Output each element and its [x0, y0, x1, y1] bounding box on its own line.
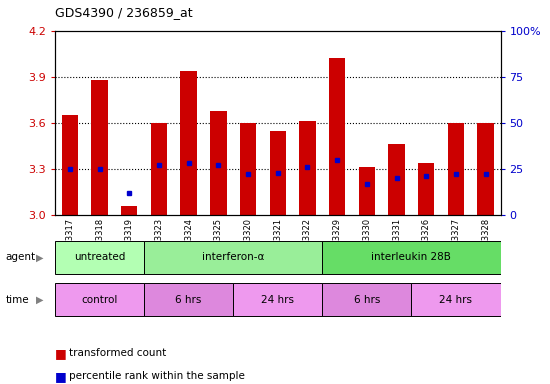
Bar — [144, 283, 233, 316]
Bar — [121, 206, 138, 215]
Text: ■: ■ — [55, 370, 67, 383]
Bar — [180, 71, 197, 215]
Text: control: control — [81, 295, 118, 305]
Bar — [55, 283, 144, 316]
Bar — [411, 283, 500, 316]
Bar — [418, 163, 434, 215]
Bar — [240, 123, 256, 215]
Bar — [151, 123, 167, 215]
Text: interleukin 28B: interleukin 28B — [371, 252, 452, 262]
Bar — [210, 111, 227, 215]
Text: untreated: untreated — [74, 252, 125, 262]
Text: 24 hrs: 24 hrs — [439, 295, 472, 305]
Text: 6 hrs: 6 hrs — [354, 295, 380, 305]
Text: agent: agent — [6, 252, 36, 262]
Bar — [91, 80, 108, 215]
Text: time: time — [6, 295, 29, 305]
Text: percentile rank within the sample: percentile rank within the sample — [69, 371, 245, 381]
Bar — [62, 115, 78, 215]
Bar — [477, 123, 494, 215]
Bar — [233, 283, 322, 316]
Bar — [270, 131, 286, 215]
Text: ■: ■ — [55, 347, 67, 360]
Text: ▶: ▶ — [36, 295, 43, 305]
Text: transformed count: transformed count — [69, 348, 166, 358]
Bar — [448, 123, 464, 215]
Bar — [299, 121, 316, 215]
Text: 24 hrs: 24 hrs — [261, 295, 294, 305]
Bar — [144, 241, 322, 274]
Bar — [322, 241, 500, 274]
Text: GDS4390 / 236859_at: GDS4390 / 236859_at — [55, 6, 192, 19]
Bar — [359, 167, 375, 215]
Bar — [322, 283, 411, 316]
Bar — [55, 241, 144, 274]
Bar — [388, 144, 405, 215]
Bar — [329, 58, 345, 215]
Text: interferon-α: interferon-α — [202, 252, 265, 262]
Text: 6 hrs: 6 hrs — [175, 295, 202, 305]
Text: ▶: ▶ — [36, 252, 43, 262]
